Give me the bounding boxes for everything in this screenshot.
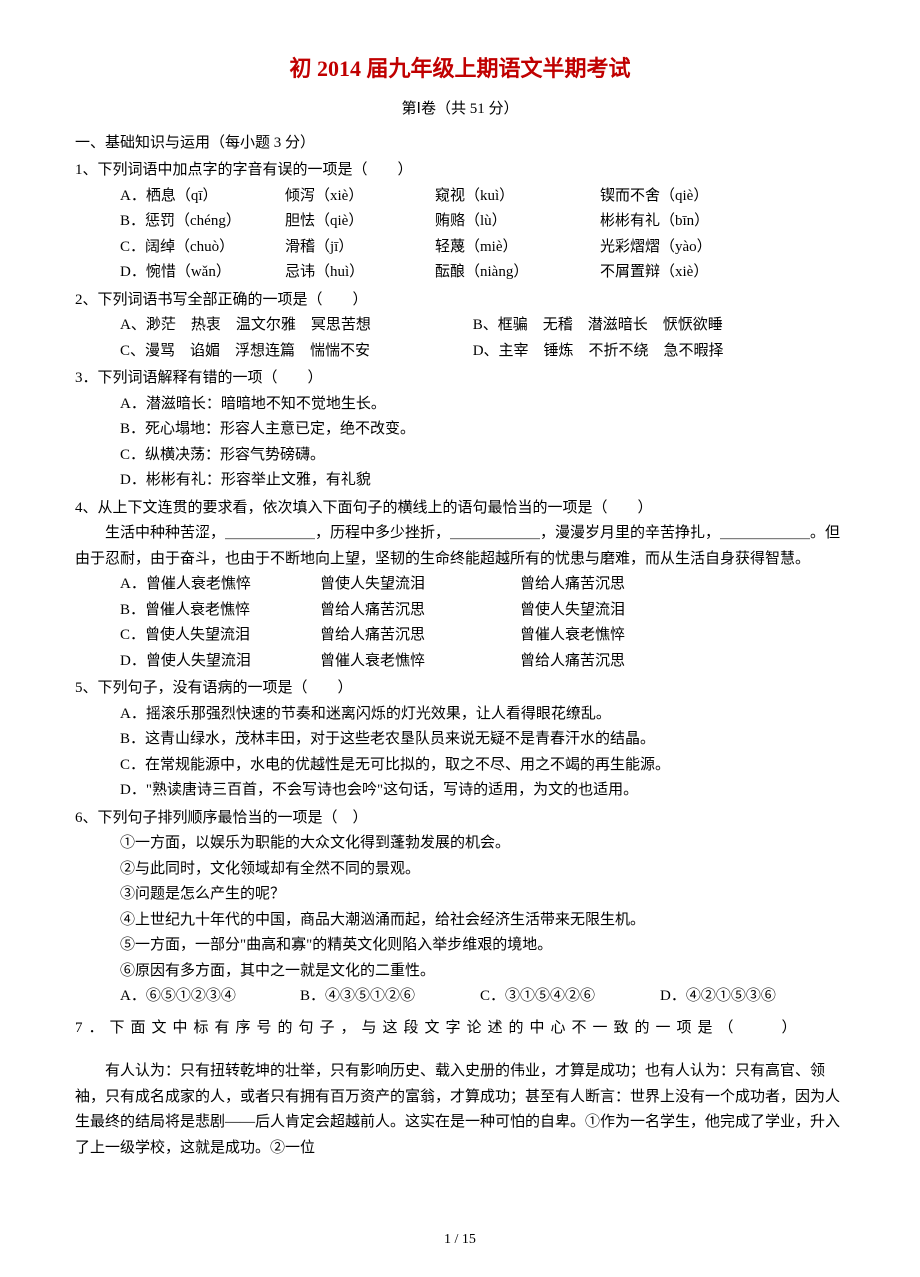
- q1-a4: 锲而不舍（qiè）: [600, 184, 780, 210]
- q6-opt-b: B．④③⑤①②⑥: [300, 984, 480, 1010]
- q1-b4: 彬彬有礼（bīn）: [600, 209, 780, 235]
- q4-d2: 曾催人衰老憔悴: [320, 649, 520, 675]
- q4-option-row: B．曾催人衰老憔悴 曾给人痛苦沉思 曾使人失望流泪: [75, 598, 845, 624]
- q4-b1: B．曾催人衰老憔悴: [120, 598, 320, 624]
- section-1-header: 一、基础知识与运用（每小题 3 分）: [75, 131, 845, 157]
- q1-c3: 轻蔑（miè）: [435, 235, 600, 261]
- q1-b3: 贿赂（lù）: [435, 209, 600, 235]
- q6-item-1: ①一方面，以娱乐为职能的大众文化得到蓬勃发展的机会。: [75, 831, 845, 857]
- q6-item-2: ②与此同时，文化领域却有全然不同的景观。: [75, 857, 845, 883]
- q6-opt-d: D．④②①⑤③⑥: [660, 984, 840, 1010]
- q5-opt-a: A．摇滚乐那强烈快速的节奏和迷离闪烁的灯光效果，让人看得眼花缭乱。: [75, 702, 845, 728]
- q2-option-row: A、渺茫 热衷 温文尔雅 冥思苦想 B、框骗 无稽 潜滋暗长 恹恹欲睡: [75, 313, 845, 339]
- question-4-context: 生活中种种苦涩，＿＿＿＿＿＿，历程中多少挫折，＿＿＿＿＿＿，漫漫岁月里的辛苦挣扎…: [75, 521, 845, 572]
- q5-opt-c: C．在常规能源中，水电的优越性是无可比拟的，取之不尽、用之不竭的再生能源。: [75, 753, 845, 779]
- q2-b: B、框骗 无稽 潜滋暗长 恹恹欲睡: [473, 313, 845, 339]
- q4-option-row: D．曾使人失望流泪 曾催人衰老憔悴 曾给人痛苦沉思: [75, 649, 845, 675]
- q3-opt-c: C．纵横决荡：形容气势磅礴。: [75, 443, 845, 469]
- q6-opt-c: C．③①⑤④②⑥: [480, 984, 660, 1010]
- q1-b2: 胆怯（qiè）: [285, 209, 435, 235]
- q4-c2: 曾给人痛苦沉思: [320, 623, 520, 649]
- q6-item-4: ④上世纪九十年代的中国，商品大潮汹涌而起，给社会经济生活带来无限生机。: [75, 908, 845, 934]
- q4-d3: 曾给人痛苦沉思: [520, 649, 720, 675]
- q4-option-row: C．曾使人失望流泪 曾给人痛苦沉思 曾催人衰老憔悴: [75, 623, 845, 649]
- q2-d: D、主宰 锤炼 不折不绕 急不暇择: [473, 339, 845, 365]
- q1-d2: 忌讳（huì）: [285, 260, 435, 286]
- q4-a3: 曾给人痛苦沉思: [520, 572, 720, 598]
- q1-a1: A．栖息（qī）: [120, 184, 285, 210]
- q4-d1: D．曾使人失望流泪: [120, 649, 320, 675]
- q2-option-row: C、漫骂 谄媚 浮想连篇 惴惴不安 D、主宰 锤炼 不折不绕 急不暇择: [75, 339, 845, 365]
- q1-c2: 滑稽（jī）: [285, 235, 435, 261]
- q1-c1: C．阔绰（chuò）: [120, 235, 285, 261]
- question-1-stem: 1、下列词语中加点字的字音有误的一项是（ ）: [75, 158, 845, 184]
- q1-a2: 倾泻（xiè）: [285, 184, 435, 210]
- exam-title: 初 2014 届九年级上期语文半期考试: [75, 50, 845, 87]
- q4-a2: 曾使人失望流泪: [320, 572, 520, 598]
- q6-option-row: A．⑥⑤①②③④ B．④③⑤①②⑥ C．③①⑤④②⑥ D．④②①⑤③⑥: [75, 984, 845, 1010]
- q3-opt-d: D．彬彬有礼：形容举止文雅，有礼貌: [75, 468, 845, 494]
- q6-item-5: ⑤一方面，一部分"曲高和寡"的精英文化则陷入举步维艰的境地。: [75, 933, 845, 959]
- q1-d3: 酝酿（niàng）: [435, 260, 600, 286]
- q1-option-row: C．阔绰（chuò） 滑稽（jī） 轻蔑（miè） 光彩熠熠（yào）: [75, 235, 845, 261]
- exam-subtitle: 第Ⅰ卷（共 51 分）: [75, 97, 845, 123]
- question-7-stem: 7．下面文中标有序号的句子，与这段文字论述的中心不一致的一项是（ ）: [75, 1016, 845, 1042]
- q6-item-3: ③问题是怎么产生的呢？: [75, 882, 845, 908]
- q5-opt-d: D．"熟读唐诗三百首，不会写诗也会吟"这句话，写诗的适用，为文的也适用。: [75, 778, 845, 804]
- page-footer: 1 / 15: [0, 1228, 920, 1252]
- question-2-stem: 2、下列词语书写全部正确的一项是（ ）: [75, 288, 845, 314]
- q6-item-6: ⑥原因有多方面，其中之一就是文化的二重性。: [75, 959, 845, 985]
- q2-c: C、漫骂 谄媚 浮想连篇 惴惴不安: [120, 339, 473, 365]
- question-7-paragraph: 有人认为：只有扭转乾坤的壮举，只有影响历史、载入史册的伟业，才算是成功；也有人认…: [75, 1059, 845, 1161]
- q1-c4: 光彩熠熠（yào）: [600, 235, 780, 261]
- q4-b2: 曾给人痛苦沉思: [320, 598, 520, 624]
- q2-a: A、渺茫 热衷 温文尔雅 冥思苦想: [120, 313, 473, 339]
- q5-opt-b: B．这青山绿水，茂林丰田，对于这些老农垦队员来说无疑不是青春汗水的结晶。: [75, 727, 845, 753]
- q4-c3: 曾催人衰老憔悴: [520, 623, 720, 649]
- q1-d4: 不屑置辩（xiè）: [600, 260, 780, 286]
- q1-option-row: D．惋惜（wǎn） 忌讳（huì） 酝酿（niàng） 不屑置辩（xiè）: [75, 260, 845, 286]
- question-6-stem: 6、下列句子排列顺序最恰当的一项是（ ）: [75, 806, 845, 832]
- q3-opt-a: A．潜滋暗长：暗暗地不知不觉地生长。: [75, 392, 845, 418]
- q3-opt-b: B．死心塌地：形容人主意已定，绝不改变。: [75, 417, 845, 443]
- q4-option-row: A．曾催人衰老憔悴 曾使人失望流泪 曾给人痛苦沉思: [75, 572, 845, 598]
- q4-c1: C．曾使人失望流泪: [120, 623, 320, 649]
- q1-d1: D．惋惜（wǎn）: [120, 260, 285, 286]
- question-4-stem: 4、从上下文连贯的要求看，依次填入下面句子的横线上的语句最恰当的一项是（ ）: [75, 496, 845, 522]
- q6-opt-a: A．⑥⑤①②③④: [120, 984, 300, 1010]
- q4-b3: 曾使人失望流泪: [520, 598, 720, 624]
- q4-a1: A．曾催人衰老憔悴: [120, 572, 320, 598]
- question-3-stem: 3．下列词语解释有错的一项（ ）: [75, 366, 845, 392]
- q1-option-row: A．栖息（qī） 倾泻（xiè） 窥视（kuì） 锲而不舍（qiè）: [75, 184, 845, 210]
- q1-option-row: B．惩罚（chéng） 胆怯（qiè） 贿赂（lù） 彬彬有礼（bīn）: [75, 209, 845, 235]
- q1-b1: B．惩罚（chéng）: [120, 209, 285, 235]
- q1-a3: 窥视（kuì）: [435, 184, 600, 210]
- question-5-stem: 5、下列句子，没有语病的一项是（ ）: [75, 676, 845, 702]
